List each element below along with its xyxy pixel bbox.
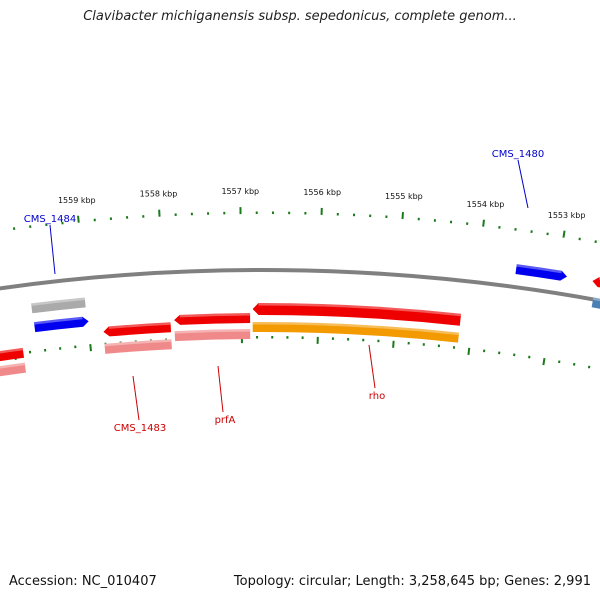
- leader-CMS_1480: [517, 159, 529, 209]
- inner-tick: [467, 347, 471, 355]
- gene-edge-right-steel-highlight: [592, 296, 600, 302]
- outer-tick: [562, 230, 566, 238]
- gene-CMS_1480-arrow: [515, 263, 568, 281]
- gene-rho-arrow: [252, 302, 462, 326]
- inner-tick-track: [0, 336, 591, 369]
- gene-rho-track: [252, 321, 460, 343]
- scale-tick-label: 1553 kbp: [548, 211, 586, 220]
- gene-edge-left-pale: [0, 362, 27, 377]
- gene-edge-right-steel: [591, 296, 600, 309]
- gene-CMS_1483-arrow: [103, 321, 172, 337]
- gene-prfA-arrow-highlight: [179, 312, 251, 318]
- outer-tick: [77, 215, 80, 223]
- gene-edge-left-pale-body: [0, 362, 27, 377]
- gene-CMS_1484-arrow-body: [33, 316, 89, 333]
- inner-tick: [542, 357, 546, 366]
- gene-edge-right-red-body: [592, 277, 600, 288]
- gene-label-rho: rho: [369, 391, 385, 402]
- gene-edge-left-red-highlight: [0, 347, 24, 354]
- gene-label-CMS_1484: CMS_1484: [24, 214, 76, 225]
- gene-grey-feature: [31, 296, 86, 314]
- scale-tick-label: 1559 kbp: [58, 196, 96, 205]
- gene-edge-right-red-highlight: [598, 276, 600, 280]
- gene-CMS_1483-pale-highlight: [104, 338, 172, 347]
- gene-prfA-pale-highlight: [174, 328, 251, 334]
- gene-label-CMS_1480: CMS_1480: [492, 149, 544, 160]
- scale-labels: 1553 kbp 1554 kbp 1555 kbp 1556 kbp 1557 kbp…: [58, 187, 586, 220]
- gene-edge-left-pale-highlight: [0, 362, 26, 369]
- outer-tick-track: [12, 207, 597, 244]
- genome-backbone: [0, 268, 600, 303]
- gene-labels: CMS_1480 CMS_1484 CMS_1483 prfA rho: [24, 149, 544, 434]
- gene-rho-arrow-highlight: [258, 302, 462, 317]
- gene-edge-right-steel-body: [591, 297, 600, 309]
- leader-CMS_1483: [132, 375, 140, 421]
- scale-tick-label: 1557 kbp: [221, 187, 259, 196]
- gene-CMS_1483-pale-body: [104, 339, 172, 354]
- gene-prfA-arrow: [174, 312, 251, 325]
- leader-CMS_1484: [49, 224, 56, 275]
- gene-CMS_1483-arrow-highlight: [108, 321, 171, 329]
- gene-rho-track-body: [252, 322, 460, 343]
- accession-text: Accession: NC_010407: [9, 574, 157, 589]
- gene-label-prfA: prfA: [215, 415, 236, 426]
- scale-tick-label: 1556 kbp: [303, 188, 341, 197]
- gene-grey-feature-highlight: [31, 296, 85, 306]
- gene-rho-arrow-body: [252, 303, 462, 326]
- feature-track: [0, 263, 600, 377]
- gene-rho-track-highlight: [252, 321, 460, 336]
- scale-tick-label: 1558 kbp: [140, 190, 178, 199]
- gene-CMS_1480-arrow-body: [515, 264, 568, 281]
- gene-CMS_1483-pale: [104, 338, 172, 354]
- gene-edge-left-red-body: [0, 347, 25, 362]
- scale-tick-label: 1554 kbp: [467, 200, 505, 209]
- leader-prfA: [217, 365, 224, 413]
- inner-tick: [392, 340, 395, 348]
- gene-grey-feature-body: [31, 297, 86, 314]
- genome-stats-text: Topology: circular; Length: 3,258,645 bp…: [233, 574, 591, 589]
- gene-CMS_1483-arrow-body: [103, 322, 172, 337]
- gene-edge-right-red: [592, 276, 600, 288]
- gene-prfA-pale: [174, 328, 251, 342]
- outer-tick: [482, 219, 485, 227]
- gene-CMS_1484-arrow: [33, 316, 89, 333]
- gene-edge-left-red: [0, 347, 25, 362]
- gene-prfA-arrow-body: [174, 313, 251, 325]
- leader-rho: [368, 344, 376, 389]
- label-leaders: [49, 159, 529, 421]
- gene-prfA-pale-body: [174, 329, 251, 342]
- inner-tick: [89, 344, 92, 352]
- gene-CMS_1484-arrow-highlight: [33, 316, 83, 325]
- scale-tick-label: 1555 kbp: [385, 192, 423, 201]
- map-title: Clavibacter michiganensis subsp. sepedon…: [83, 9, 517, 24]
- gene-CMS_1480-arrow-highlight: [516, 263, 562, 274]
- outer-tick: [401, 212, 404, 220]
- gene-label-CMS_1483: CMS_1483: [114, 423, 166, 434]
